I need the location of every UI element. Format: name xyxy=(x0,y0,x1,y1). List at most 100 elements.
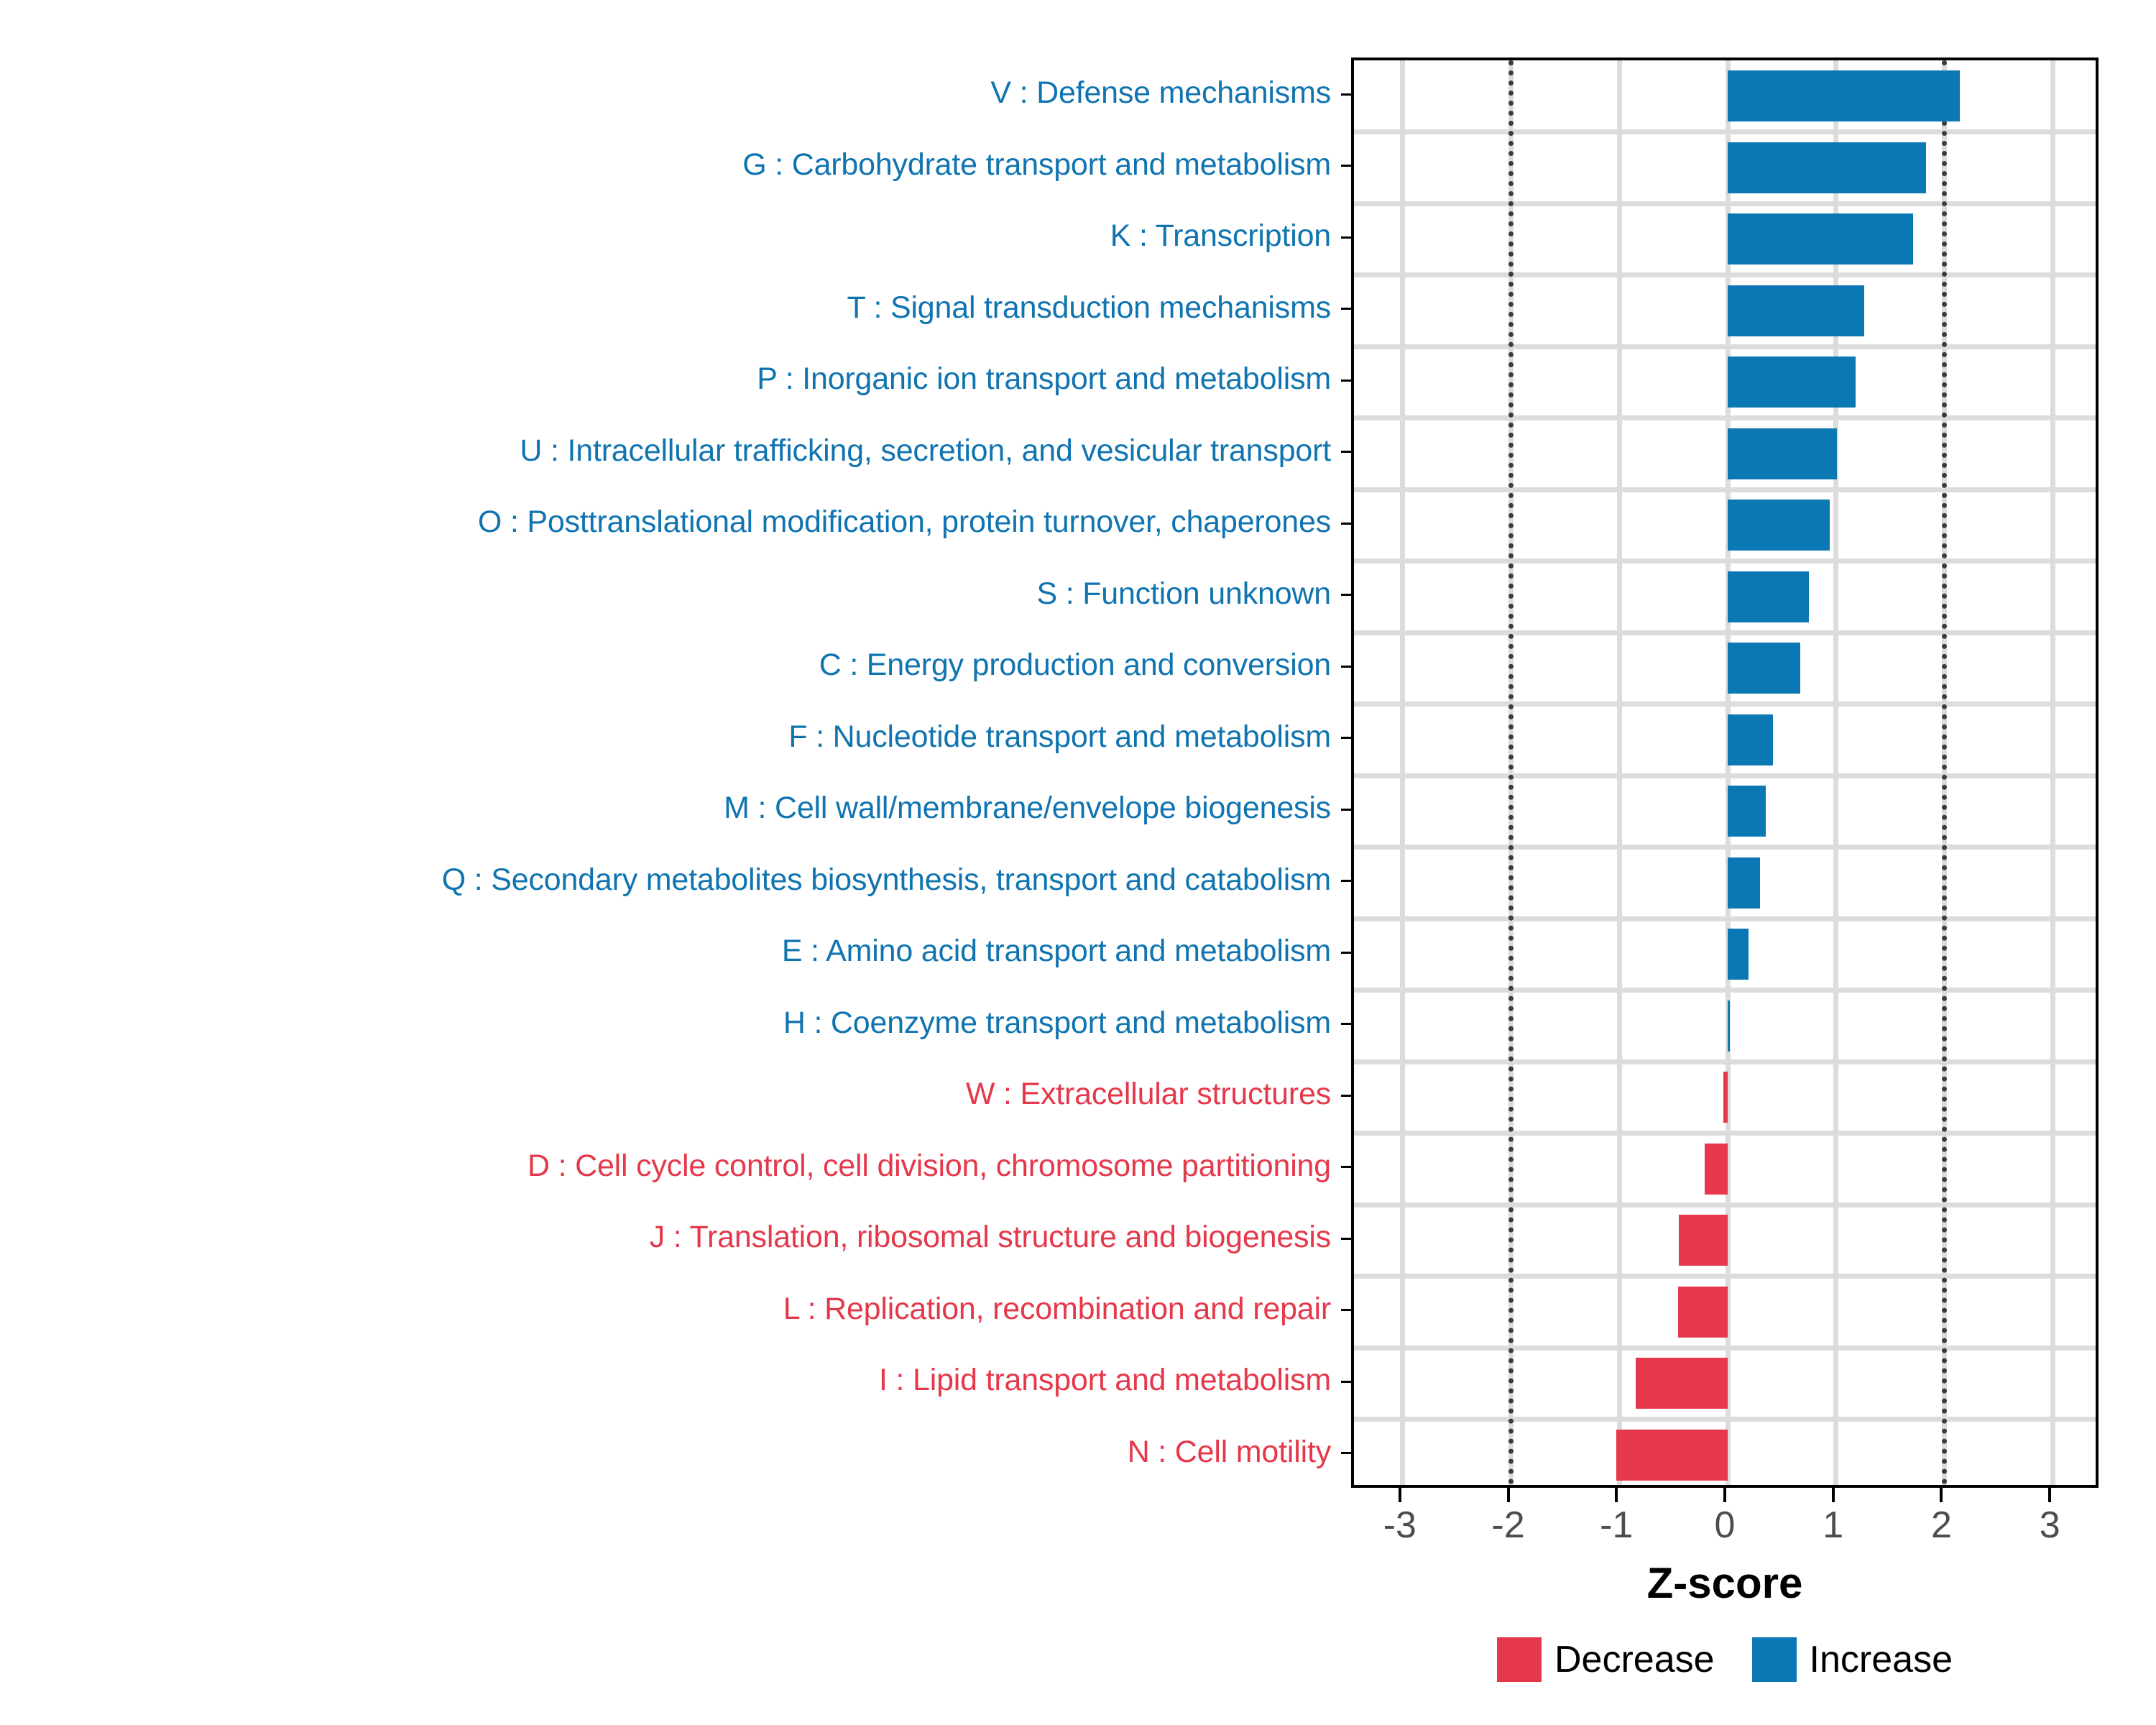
horizontal-gridline xyxy=(1354,630,2096,635)
x-axis-tick xyxy=(1723,1488,1726,1502)
bar xyxy=(1728,714,1774,765)
chart-legend: Decrease Increase xyxy=(1351,1637,2099,1682)
y-axis-category-label: J : Translation, ribosomal structure and… xyxy=(649,1220,1331,1255)
y-axis-label-row: L : Replication, recombination and repai… xyxy=(0,1274,1341,1346)
bar xyxy=(1728,428,1838,479)
horizontal-gridline xyxy=(1354,487,2096,492)
vertical-gridline xyxy=(1616,60,1622,1485)
y-axis-category-label: N : Cell motility xyxy=(1127,1434,1332,1469)
legend-swatch-icon xyxy=(1751,1637,1797,1682)
y-axis-label-row: E : Amino acid transport and metabolism xyxy=(0,916,1341,988)
y-axis-label-row: D : Cell cycle control, cell division, c… xyxy=(0,1131,1341,1202)
legend-item[interactable]: Decrease xyxy=(1496,1637,1715,1682)
x-axis-tick-label: 1 xyxy=(1823,1504,1844,1546)
horizontal-gridline xyxy=(1354,201,2096,206)
y-axis-category-label: K : Transcription xyxy=(1110,218,1331,254)
y-axis-tick xyxy=(1341,880,1351,883)
y-axis-label-row: K : Transcription xyxy=(0,201,1341,272)
y-axis-tick xyxy=(1341,236,1351,239)
y-axis-category-label: G : Carbohydrate transport and metabolis… xyxy=(742,147,1331,182)
plot-panel xyxy=(1351,58,2099,1488)
y-axis-tick xyxy=(1341,1452,1351,1455)
vertical-gridline xyxy=(1833,60,1839,1485)
bar-row xyxy=(1354,60,2096,132)
y-axis-label-row: V : Defense mechanisms xyxy=(0,58,1341,129)
bar xyxy=(1728,857,1761,908)
bar-row xyxy=(1354,704,2096,776)
x-axis-tick xyxy=(1615,1488,1618,1502)
bar xyxy=(1635,1358,1728,1409)
x-axis-tick-label: 2 xyxy=(1930,1504,1952,1546)
bar-row xyxy=(1354,1276,2096,1348)
y-axis-label-row: Q : Secondary metabolites biosynthesis, … xyxy=(0,845,1341,916)
x-axis-tick-label: 3 xyxy=(2039,1504,2060,1546)
x-axis-tick-label: 0 xyxy=(1714,1504,1736,1546)
y-axis-tick xyxy=(1341,1309,1351,1312)
bar xyxy=(1723,1072,1728,1123)
y-axis-category-label: S : Function unknown xyxy=(1036,576,1331,611)
y-axis-label-row: U : Intracellular trafficking, secretion… xyxy=(0,415,1341,487)
bar-row xyxy=(1354,1420,2096,1486)
y-axis-tick xyxy=(1341,522,1351,525)
horizontal-gridline xyxy=(1354,1417,2096,1422)
y-axis-tick xyxy=(1341,1380,1351,1383)
horizontal-gridline xyxy=(1354,845,2096,850)
horizontal-gridline xyxy=(1354,558,2096,564)
bar xyxy=(1728,571,1810,622)
bar xyxy=(1728,643,1800,694)
x-axis-title: Z-score xyxy=(1646,1559,1803,1607)
threshold-line xyxy=(1941,60,1947,1485)
x-axis-tick-label: -1 xyxy=(1600,1504,1634,1546)
y-axis-category-labels: V : Defense mechanisms G : Carbohydrate t… xyxy=(0,58,1341,1488)
legend-label: Increase xyxy=(1809,1639,1953,1680)
x-axis-tick xyxy=(1831,1488,1835,1502)
vertical-gridline xyxy=(1725,60,1731,1485)
bar xyxy=(1728,356,1856,408)
y-axis-category-label: W : Extracellular structures xyxy=(965,1077,1331,1112)
y-axis-label-row: W : Extracellular structures xyxy=(0,1059,1341,1131)
y-axis-tick xyxy=(1341,951,1351,954)
legend-label: Decrease xyxy=(1554,1639,1715,1680)
y-axis-tick xyxy=(1341,379,1351,382)
y-axis-tick xyxy=(1341,737,1351,740)
y-axis-category-label: C : Energy production and conversion xyxy=(819,648,1331,683)
bar-row xyxy=(1354,203,2096,275)
x-axis-tick-label: -3 xyxy=(1383,1504,1416,1546)
y-axis-category-label: V : Defense mechanisms xyxy=(990,75,1331,111)
bar-row xyxy=(1354,346,2096,418)
bar-row xyxy=(1354,1348,2096,1420)
y-axis-tick xyxy=(1341,1023,1351,1026)
y-axis-label-row: H : Coenzyme transport and metabolism xyxy=(0,988,1341,1059)
legend-item[interactable]: Increase xyxy=(1751,1637,1953,1682)
bar-row xyxy=(1354,919,2096,990)
y-axis-tick xyxy=(1341,451,1351,454)
x-axis-tick-label: -2 xyxy=(1491,1504,1525,1546)
bar-row xyxy=(1354,847,2096,919)
horizontal-gridline xyxy=(1354,1202,2096,1208)
horizontal-gridline xyxy=(1354,988,2096,993)
bar-series xyxy=(1354,60,2096,1485)
bar xyxy=(1616,1429,1728,1481)
x-axis-tick xyxy=(1506,1488,1510,1502)
bar xyxy=(1728,500,1830,551)
horizontal-gridline xyxy=(1354,702,2096,707)
bar xyxy=(1728,929,1749,980)
y-axis-category-label: M : Cell wall/membrane/envelope biogenes… xyxy=(724,791,1331,826)
bar-row xyxy=(1354,1133,2096,1205)
legend-swatch-icon xyxy=(1496,1637,1542,1682)
bar-row xyxy=(1354,1205,2096,1276)
bar xyxy=(1679,1215,1728,1266)
bar xyxy=(1677,1286,1728,1338)
y-axis-category-label: L : Replication, recombination and repai… xyxy=(783,1291,1331,1326)
y-axis-category-label: O : Posttranslational modification, prot… xyxy=(477,505,1331,540)
y-axis-tick xyxy=(1341,1237,1351,1240)
horizontal-gridline xyxy=(1354,415,2096,420)
y-axis-label-row: J : Translation, ribosomal structure and… xyxy=(0,1202,1341,1274)
x-axis-tick xyxy=(2048,1488,2052,1502)
y-axis-label-row: O : Posttranslational modification, prot… xyxy=(0,487,1341,558)
bar xyxy=(1728,70,1960,122)
bar xyxy=(1728,142,1926,193)
bar xyxy=(1728,285,1864,336)
y-axis-category-label: H : Coenzyme transport and metabolism xyxy=(783,1005,1331,1040)
